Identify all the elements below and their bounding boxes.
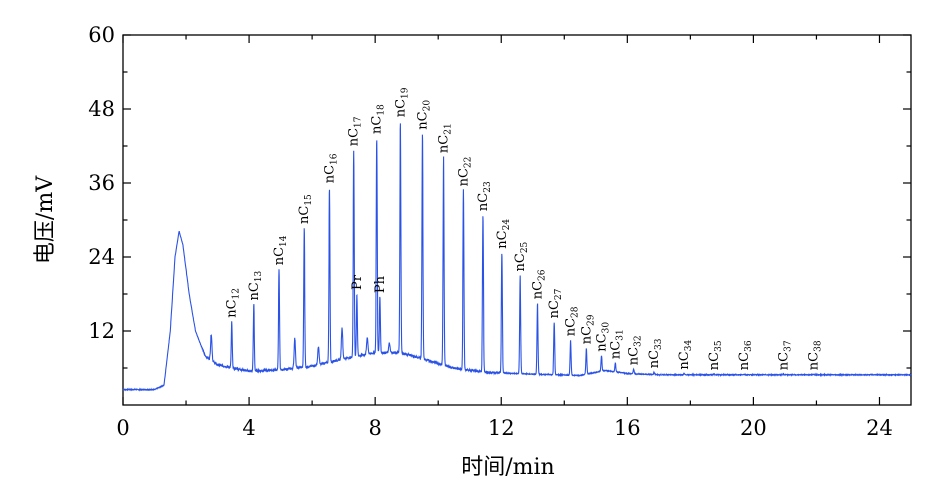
peak-label-nc14: nC14 [272, 235, 289, 265]
peak-label-nc24: nC24 [495, 219, 512, 249]
peak-label-nc23: nC23 [476, 181, 493, 211]
peak-label-nc12: nC12 [225, 288, 242, 318]
peak-label-nc32: nC32 [627, 335, 644, 365]
x-tick-label: 12 [488, 416, 515, 440]
peak-label-nc15: nC15 [297, 194, 314, 224]
peak-label-nc18: nC18 [370, 104, 387, 134]
peak-label-nc20: nC20 [415, 100, 432, 130]
x-axis-title: 时间/min [461, 455, 554, 480]
y-axis-title: 电压/mV [33, 175, 58, 264]
peak-label-nc26: nC26 [531, 269, 548, 299]
peak-label-nc25: nC25 [513, 241, 530, 271]
y-tick-label: 24 [88, 245, 115, 269]
peak-label-nc17: nC17 [347, 116, 364, 146]
peak-label-nc29: nC29 [579, 314, 596, 344]
peak-label-nc30: nC30 [595, 322, 612, 352]
y-tick-label: 48 [88, 97, 115, 121]
chromatogram-trace [122, 123, 912, 392]
x-tick-label: 8 [368, 416, 381, 440]
peak-label-nc35: nC35 [707, 340, 724, 370]
peak-label-nc22: nC22 [456, 157, 473, 187]
peak-label-nc31: nC31 [608, 329, 625, 359]
peak-label-nc21: nC21 [437, 123, 454, 153]
peak-labels: nC12 nC13 nC14 nC15 nC16 nC17 Pr nC18 Ph nC19 nC20… [225, 87, 824, 370]
x-tick-label: 20 [740, 416, 767, 440]
x-tick-label: 24 [866, 416, 893, 440]
peak-label-nc36: nC36 [737, 340, 754, 370]
x-tick-label: 4 [242, 416, 255, 440]
x-tick-label: 16 [614, 416, 641, 440]
y-tick-label: 60 [88, 23, 115, 47]
axis-ticks [122, 34, 911, 405]
peak-label-nc37: nC37 [776, 340, 793, 370]
peak-label-ph: Ph [373, 275, 388, 293]
peak-label-pr: Pr [350, 274, 365, 290]
peak-label-nc27: nC27 [547, 288, 564, 318]
x-tick-label: 0 [116, 416, 129, 440]
peak-label-nc28: nC28 [564, 306, 581, 336]
peak-label-nc16: nC16 [323, 153, 340, 183]
peak-label-nc13: nC13 [247, 270, 264, 300]
y-tick-label: 36 [88, 171, 115, 195]
peak-label-nc33: nC33 [647, 338, 664, 368]
peak-label-nc34: nC34 [677, 340, 694, 370]
peak-label-nc38: nC38 [806, 340, 823, 370]
y-tick-label: 12 [88, 319, 115, 343]
peak-label-nc19: nC19 [393, 87, 410, 117]
